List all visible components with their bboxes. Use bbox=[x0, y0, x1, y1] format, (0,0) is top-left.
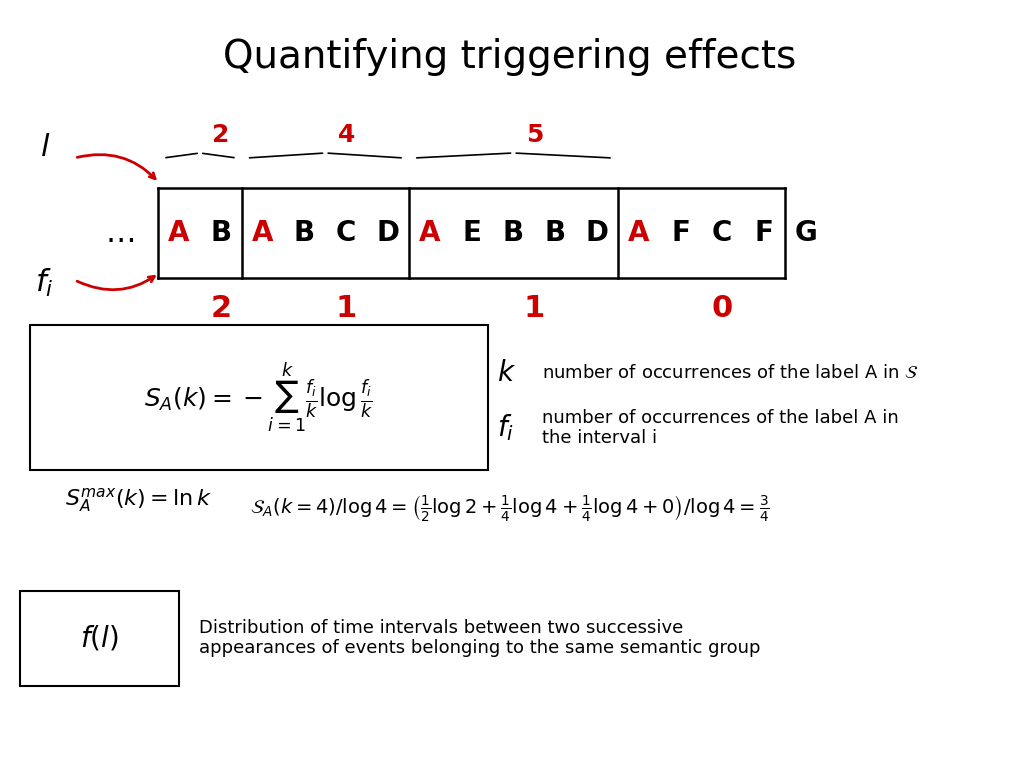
Text: $S_A(k) = -\sum_{i=1}^{k} \frac{f_i}{k} \log \frac{f_i}{k}$: $S_A(k) = -\sum_{i=1}^{k} \frac{f_i}{k} … bbox=[144, 361, 374, 435]
Text: Quantifying triggering effects: Quantifying triggering effects bbox=[223, 38, 796, 76]
Text: 5: 5 bbox=[525, 123, 543, 147]
Text: F: F bbox=[755, 219, 773, 247]
Text: $\mathcal{S}_A(k=4)/\log 4 = \left(\frac{1}{2}\log 2 + \frac{1}{4}\log 4 + \frac: $\mathcal{S}_A(k=4)/\log 4 = \left(\frac… bbox=[250, 493, 769, 523]
Text: B: B bbox=[503, 219, 524, 247]
Text: A: A bbox=[168, 219, 189, 247]
Text: $f_i$: $f_i$ bbox=[36, 267, 54, 299]
Text: C: C bbox=[712, 219, 732, 247]
Text: 1: 1 bbox=[336, 293, 356, 323]
Text: G: G bbox=[795, 219, 817, 247]
Text: $\ldots$: $\ldots$ bbox=[104, 219, 134, 247]
Text: 4: 4 bbox=[338, 123, 355, 147]
Text: A: A bbox=[419, 219, 440, 247]
Text: Distribution of time intervals between two successive
appearances of events belo: Distribution of time intervals between t… bbox=[199, 618, 761, 657]
Text: A: A bbox=[628, 219, 649, 247]
Text: 2: 2 bbox=[212, 123, 229, 147]
Text: number of occurrences of the label A in
the interval i: number of occurrences of the label A in … bbox=[543, 409, 899, 448]
Text: $k$: $k$ bbox=[498, 359, 516, 387]
Text: $S_A^{max}(k) = \ln k$: $S_A^{max}(k) = \ln k$ bbox=[65, 486, 212, 515]
Text: A: A bbox=[252, 219, 273, 247]
Text: 2: 2 bbox=[210, 293, 231, 323]
Text: F: F bbox=[671, 219, 690, 247]
Text: B: B bbox=[210, 219, 231, 247]
Text: $l$: $l$ bbox=[40, 134, 50, 163]
Text: number of occurrences of the label A in $\mathcal{S}$: number of occurrences of the label A in … bbox=[543, 364, 919, 382]
Text: 0: 0 bbox=[712, 293, 733, 323]
Text: C: C bbox=[336, 219, 356, 247]
Text: D: D bbox=[586, 219, 608, 247]
FancyBboxPatch shape bbox=[19, 591, 179, 686]
Text: B: B bbox=[545, 219, 565, 247]
Text: B: B bbox=[294, 219, 315, 247]
Text: $f(l)$: $f(l)$ bbox=[80, 624, 119, 653]
Text: $f_i$: $f_i$ bbox=[498, 412, 514, 443]
Text: E: E bbox=[462, 219, 481, 247]
Text: 1: 1 bbox=[523, 293, 545, 323]
FancyBboxPatch shape bbox=[30, 326, 487, 471]
Text: D: D bbox=[377, 219, 399, 247]
